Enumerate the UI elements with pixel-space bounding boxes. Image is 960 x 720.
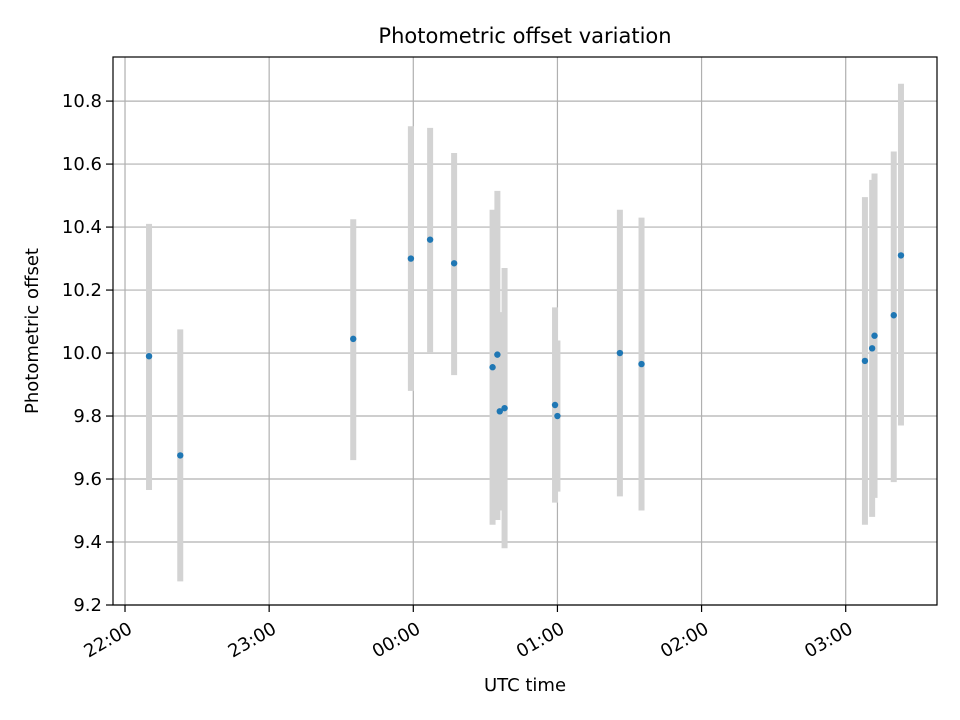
data-point [350,335,357,343]
data-point [145,352,153,360]
data-point [450,260,458,267]
data-point [501,404,508,412]
y-axis-title: Photometric offset [22,248,43,414]
y-tick-label: 10.2 [62,280,102,301]
y-tick-label: 10.4 [62,217,102,238]
data-point [871,332,878,339]
data-point [890,312,897,319]
y-tick-label: 9.8 [73,406,102,427]
data-point [861,357,869,365]
plot-frame [112,56,938,606]
data-point [551,401,559,409]
data-point [616,349,624,357]
y-tick-label: 10.6 [62,154,102,175]
data-point [494,351,501,358]
y-tick-label: 10.0 [62,343,102,364]
y-tick-label: 9.6 [73,469,102,490]
data-point [638,360,645,368]
data-point [868,345,876,352]
plot-area-background [113,57,937,605]
y-axis-ticks: 9.2 9.4 9.6 9.8 10.0 10.2 10.4 10.6 10.8 [62,91,113,616]
data-point [897,252,905,259]
x-axis-title: UTC time [484,675,566,696]
data-point [496,408,503,415]
data-point [426,236,434,243]
chart-title: Photometric offset variation [378,24,671,48]
data-point [489,364,496,371]
data-point [407,255,415,262]
y-tick-label: 9.4 [73,532,102,553]
data-point [554,412,561,420]
y-tick-label: 10.8 [62,91,102,112]
point-layer [145,236,905,459]
data-point [177,452,184,459]
y-tick-label: 9.2 [73,595,102,616]
